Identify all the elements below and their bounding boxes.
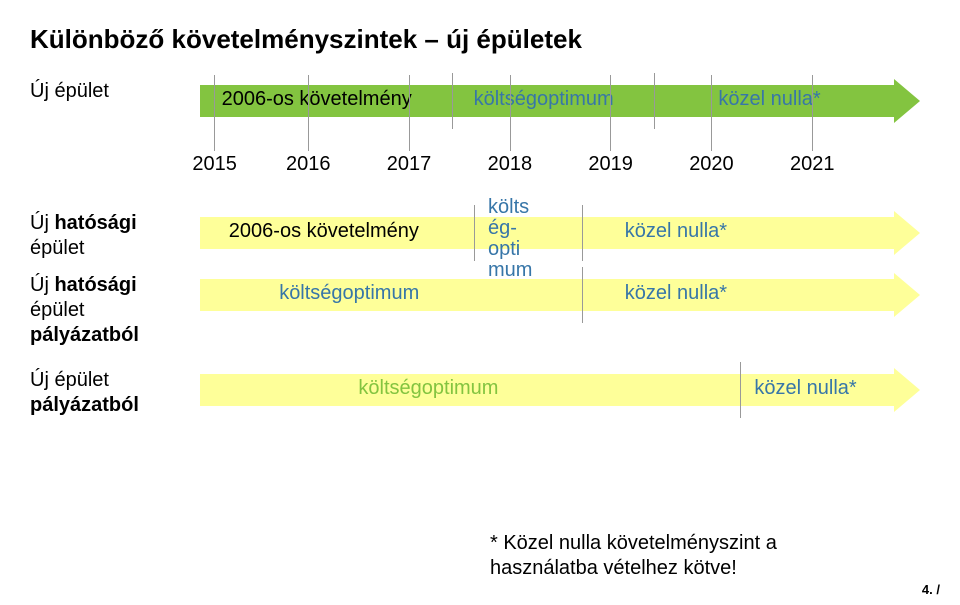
segment-divider (740, 362, 741, 418)
row-label: Új épület pályázatból (30, 368, 200, 418)
arrow: 2006-os követelménykölts ég- opti mumköz… (200, 211, 930, 255)
arrow-head-icon (894, 211, 920, 255)
row-label: Új épület (30, 79, 200, 104)
segment-divider (582, 267, 583, 323)
arrow: költségoptimum közel nulla* (200, 273, 930, 317)
segment-label: költségoptimum (279, 283, 419, 304)
tick-line (711, 135, 712, 151)
segment-label: költségoptimum (474, 89, 614, 110)
year-label: 2020 (689, 153, 734, 176)
bar-area: költségoptimum közel nulla* (200, 273, 930, 317)
segment-label: költs ég- opti mum (488, 197, 532, 281)
segment-label: közel nulla* (754, 378, 856, 399)
tick-line (610, 135, 611, 151)
segment-label: közel nulla* (625, 283, 727, 304)
arrow-head-icon (894, 79, 920, 123)
tick-line (812, 75, 813, 135)
segment-divider (654, 73, 655, 129)
year-label: 2016 (286, 153, 331, 176)
tick-line (812, 135, 813, 151)
tick-line (214, 75, 215, 135)
segment-label: 2006-os követelmény (229, 221, 419, 242)
tick-line (409, 135, 410, 151)
timeline-row: Új épület 2006-os követelmény költségoptim… (30, 79, 930, 123)
timeline-row: Új hatósági épület pályázatbólköltségopt… (30, 273, 930, 348)
arrow: költségoptimum közel nulla* (200, 368, 930, 412)
year-label: 2021 (790, 153, 835, 176)
timeline-row: Új hatósági épület2006-os követelményköl… (30, 211, 930, 261)
tick-line (510, 135, 511, 151)
timeline-row: Új épület pályázatból költségoptimum közel… (30, 368, 930, 418)
arrow-head-icon (894, 368, 920, 412)
page-number: 4. / (922, 582, 940, 597)
tick-line (214, 135, 215, 151)
row-spacer (200, 430, 920, 434)
bar-area: 2006-os követelménykölts ég- opti mumköz… (200, 211, 930, 255)
row-label: Új hatósági épület (30, 211, 200, 261)
tick-line (711, 75, 712, 135)
footnote: * Közel nulla követelményszint a használ… (490, 531, 777, 581)
tick-line (409, 75, 410, 135)
bar-area: költségoptimum közel nulla* (200, 368, 930, 412)
tick-line (610, 75, 611, 135)
year-label: 2015 (192, 153, 237, 176)
segment-label: közel nulla* (718, 89, 820, 110)
tick-line (308, 135, 309, 151)
year-label: 2017 (387, 153, 432, 176)
segment-label: költségoptimum (358, 378, 498, 399)
row-spacer: 2015201620172018201920202021 (200, 135, 920, 211)
row-label: Új hatósági épület pályázatból (30, 273, 200, 348)
segment-divider (474, 205, 475, 261)
tick-line (510, 75, 511, 135)
segment-divider (452, 73, 453, 129)
segment-label: közel nulla* (625, 221, 727, 242)
bar-area: 2006-os követelmény költségoptimum közel n… (200, 79, 930, 123)
year-label: 2019 (588, 153, 633, 176)
segment-label: 2006-os követelmény (222, 89, 412, 110)
year-label: 2018 (488, 153, 533, 176)
segment-divider (582, 205, 583, 261)
row-spacer (200, 360, 920, 368)
tick-line (308, 75, 309, 135)
arrow: 2006-os követelmény költségoptimum közel n… (200, 79, 930, 123)
arrow-head-icon (894, 273, 920, 317)
page-title: Különböző követelményszintek – új épület… (30, 24, 930, 55)
